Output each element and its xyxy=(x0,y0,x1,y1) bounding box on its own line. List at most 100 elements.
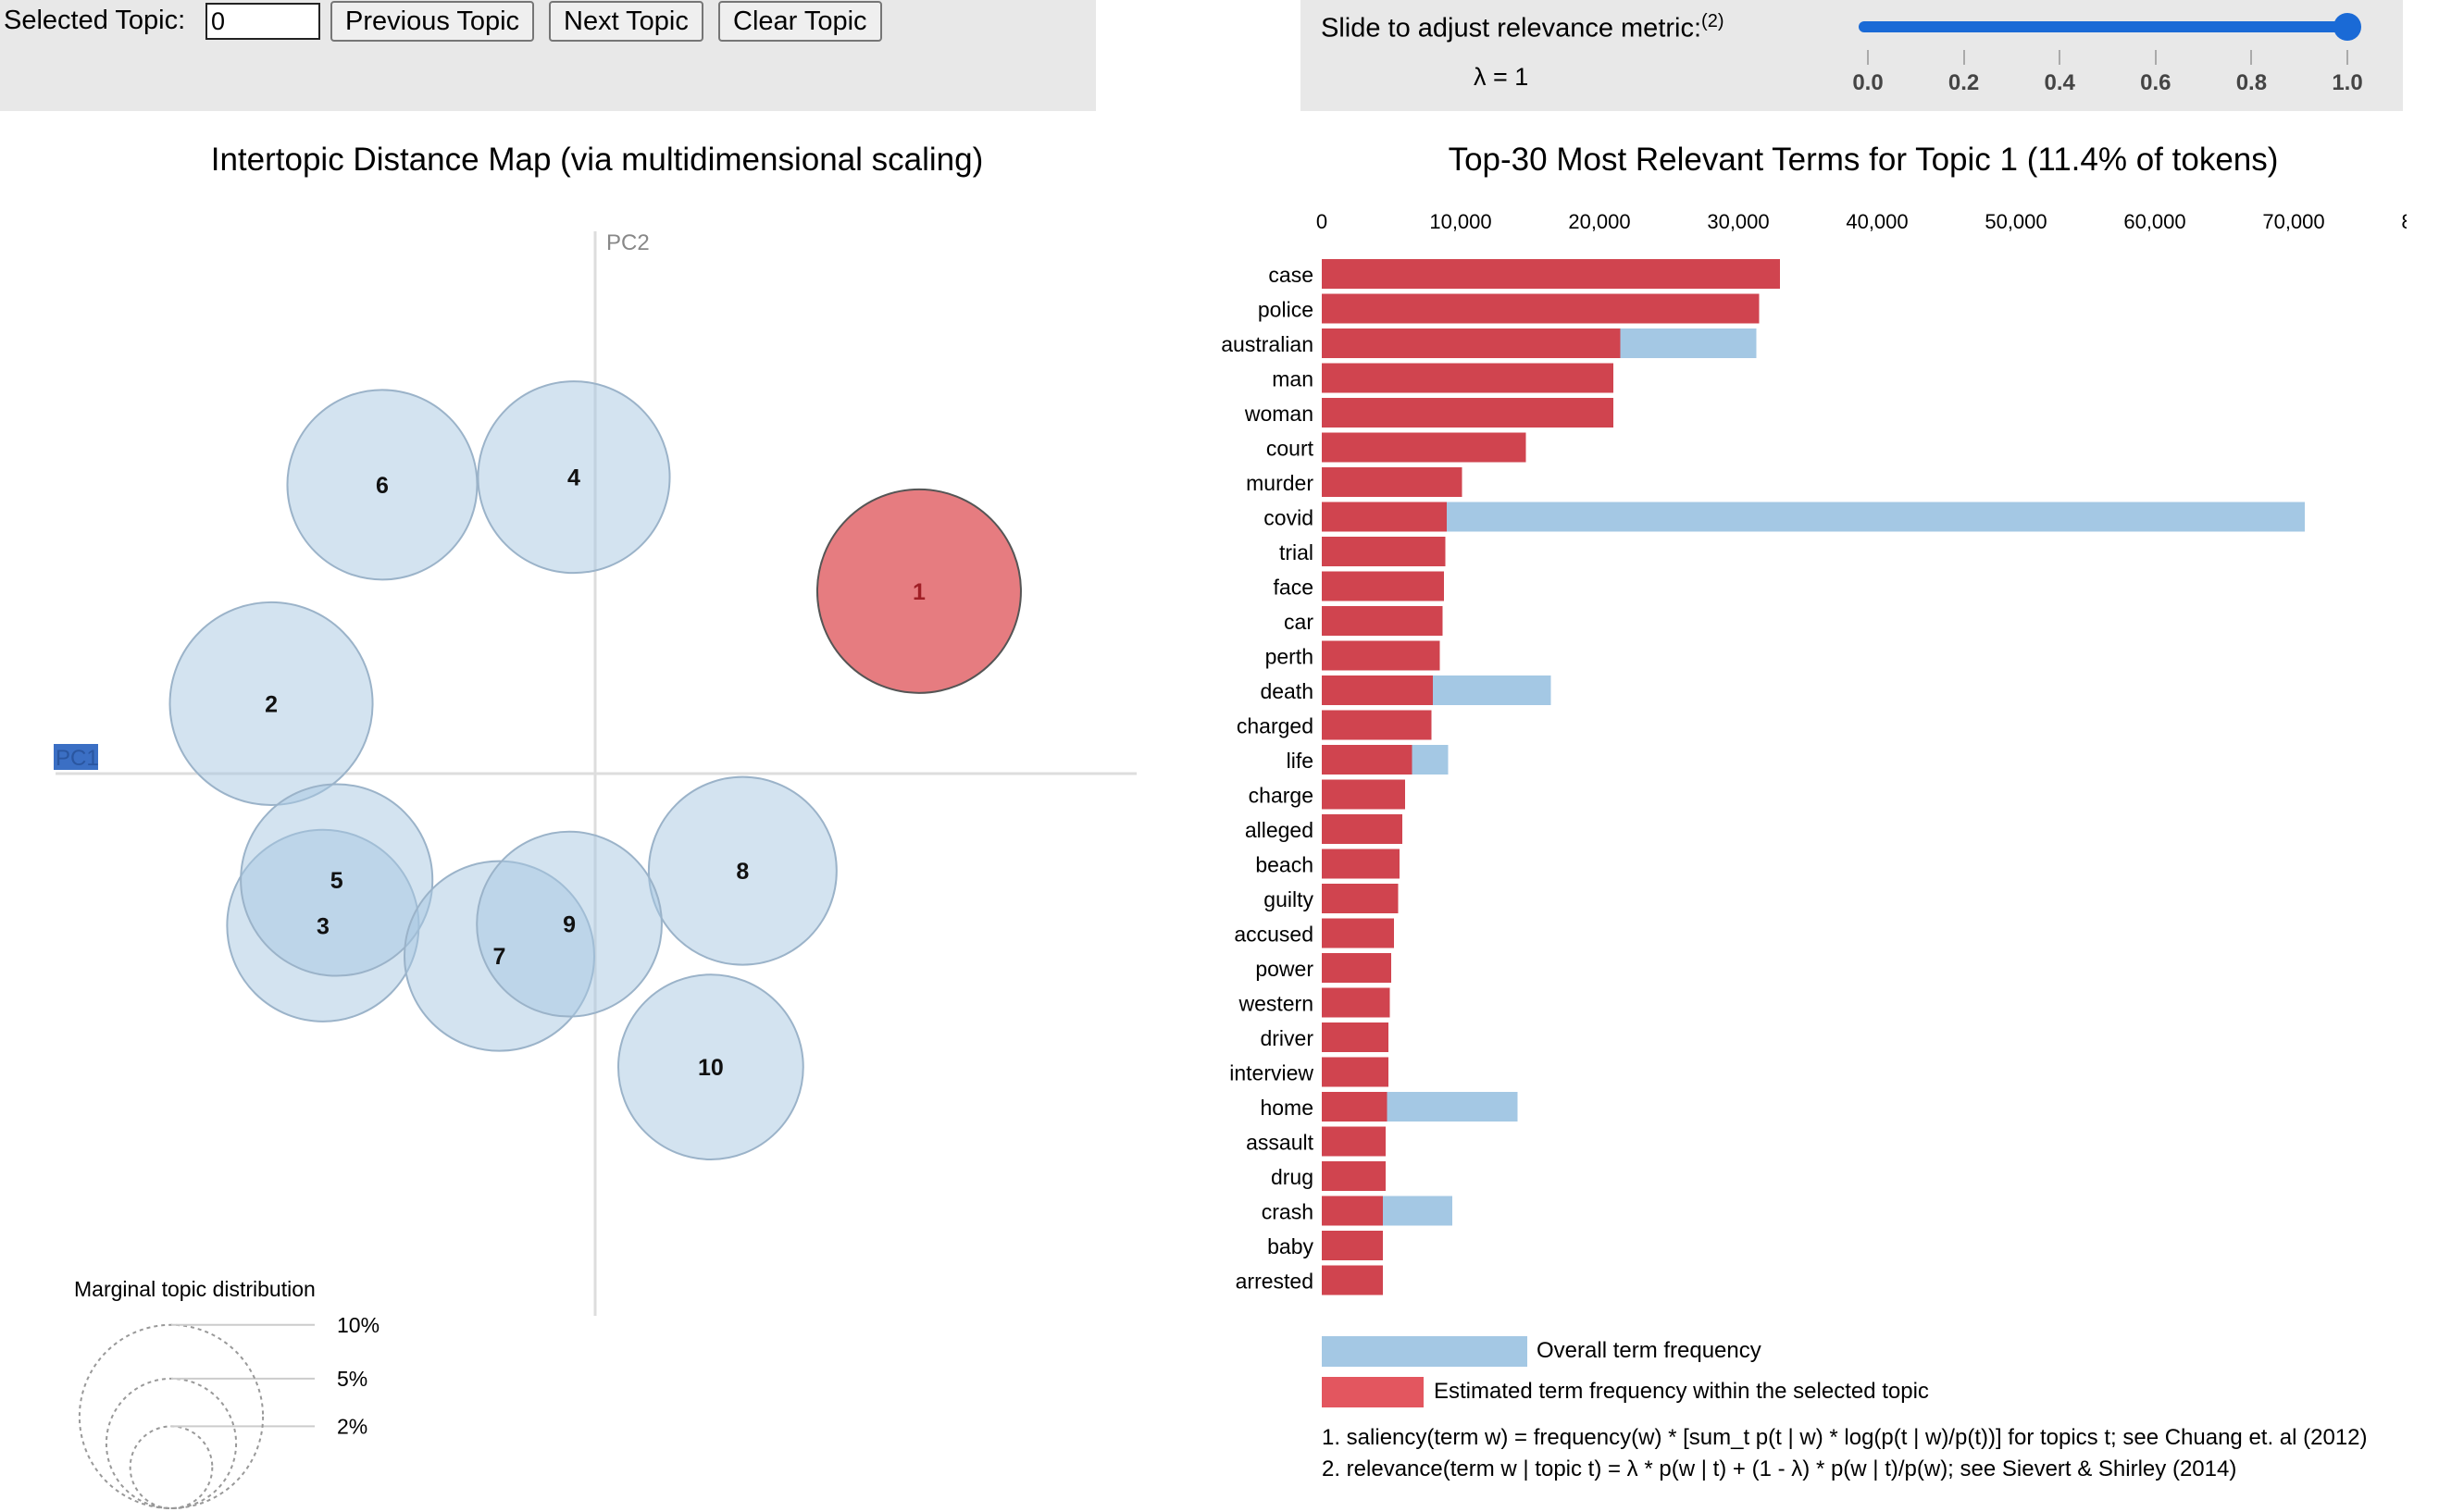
topic-circle-8[interactable] xyxy=(647,775,838,966)
bar-topic-trial[interactable] xyxy=(1322,537,1446,566)
topic-label-9[interactable]: 9 xyxy=(563,912,576,938)
bar-topic-power[interactable] xyxy=(1322,953,1391,983)
bar-topic-car[interactable] xyxy=(1322,606,1443,636)
bar-topic-face[interactable] xyxy=(1322,571,1444,601)
pc1-axis-label: PC1 xyxy=(56,746,99,771)
previous-topic-button[interactable]: Previous Topic xyxy=(330,1,535,42)
topic-label-3[interactable]: 3 xyxy=(317,913,330,939)
term-label[interactable]: drug xyxy=(1271,1165,1313,1189)
bar-topic-covid[interactable] xyxy=(1322,502,1447,532)
slider-tick xyxy=(2154,50,2157,65)
term-label[interactable]: face xyxy=(1274,576,1313,600)
term-label[interactable]: covid xyxy=(1263,506,1313,530)
term-label[interactable]: car xyxy=(1284,610,1313,634)
term-label[interactable]: man xyxy=(1272,367,1313,391)
bar-topic-charge[interactable] xyxy=(1322,779,1405,810)
selected-topic-input[interactable] xyxy=(205,3,320,40)
relevance-slider[interactable]: 0.0 0.2 0.4 0.6 0.8 1.0 xyxy=(1849,9,2366,111)
topic-label-8[interactable]: 8 xyxy=(736,859,749,885)
term-label[interactable]: trial xyxy=(1279,540,1313,564)
term-label[interactable]: woman xyxy=(1244,402,1313,426)
term-label[interactable]: australian xyxy=(1221,332,1313,356)
topic-label-6[interactable]: 6 xyxy=(376,473,389,499)
bar-topic-police[interactable] xyxy=(1322,293,1760,324)
bar-topic-murder[interactable] xyxy=(1322,467,1462,497)
bar-topic-guilty[interactable] xyxy=(1322,884,1399,913)
bar-topic-drug[interactable] xyxy=(1322,1161,1386,1191)
slider-thumb[interactable] xyxy=(2333,13,2361,41)
bar-topic-western[interactable] xyxy=(1322,987,1390,1018)
term-label[interactable]: assault xyxy=(1246,1131,1313,1155)
topic-circle-6[interactable] xyxy=(286,389,479,581)
topic-circle-5[interactable] xyxy=(240,783,434,977)
legend-topic-swatch xyxy=(1322,1377,1424,1407)
bar-topic-court[interactable] xyxy=(1322,432,1526,463)
term-label[interactable]: baby xyxy=(1267,1234,1313,1258)
marginal-legend-label: 2% xyxy=(337,1414,367,1438)
clear-topic-button[interactable]: Clear Topic xyxy=(718,1,882,42)
term-label[interactable]: case xyxy=(1268,263,1313,287)
term-label[interactable]: interview xyxy=(1229,1061,1313,1085)
term-label[interactable]: charge xyxy=(1249,784,1313,808)
term-label[interactable]: murder xyxy=(1246,471,1313,495)
term-label[interactable]: guilty xyxy=(1263,887,1313,911)
term-label[interactable]: charged xyxy=(1237,714,1313,738)
topic-control-panel: Selected Topic: Previous Topic Next Topi… xyxy=(0,0,1096,111)
footnote-saliency: 1. saliency(term w) = frequency(w) * [su… xyxy=(1322,1425,2368,1450)
bar-topic-alleged[interactable] xyxy=(1322,814,1402,844)
bar-topic-home[interactable] xyxy=(1322,1092,1387,1122)
topic-circle-2[interactable] xyxy=(168,601,374,806)
bar-topic-arrested[interactable] xyxy=(1322,1265,1383,1295)
term-label[interactable]: police xyxy=(1258,298,1313,322)
next-topic-button[interactable]: Next Topic xyxy=(549,1,703,42)
bar-topic-perth[interactable] xyxy=(1322,640,1440,671)
term-bar-chart: 0 10,000 20,000 30,000 40,000 50,000 60,000 70,… xyxy=(1221,210,2407,1295)
term-label[interactable]: court xyxy=(1266,437,1314,461)
term-label[interactable]: accused xyxy=(1234,923,1313,947)
bar-topic-woman[interactable] xyxy=(1322,398,1613,428)
term-label[interactable]: western xyxy=(1238,992,1313,1016)
bar-overall-covid[interactable] xyxy=(1322,502,2305,532)
marginal-legend-title: Marginal topic distribution xyxy=(74,1277,316,1301)
marginal-legend-circle xyxy=(105,1377,238,1509)
bar-topic-accused[interactable] xyxy=(1322,918,1394,948)
topic-label-5[interactable]: 5 xyxy=(330,868,343,894)
slider-track[interactable] xyxy=(1859,21,2347,32)
term-label[interactable]: beach xyxy=(1255,853,1313,877)
bar-topic-case[interactable] xyxy=(1322,259,1780,289)
bar-topic-crash[interactable] xyxy=(1322,1196,1383,1226)
bar-topic-man[interactable] xyxy=(1322,363,1613,393)
term-label[interactable]: power xyxy=(1255,957,1313,981)
bar-topic-assault[interactable] xyxy=(1322,1126,1386,1157)
term-label[interactable]: driver xyxy=(1260,1026,1313,1050)
topic-label-1[interactable]: 1 xyxy=(913,579,926,605)
term-label[interactable]: life xyxy=(1287,749,1313,773)
topic-label-7[interactable]: 7 xyxy=(493,944,506,970)
bar-topic-driver[interactable] xyxy=(1322,1022,1388,1052)
term-bar-chart-title: Top-30 Most Relevant Terms for Topic 1 (… xyxy=(1448,142,2279,178)
bar-topic-death[interactable] xyxy=(1322,675,1433,705)
legend-overall-label: Overall term frequency xyxy=(1537,1338,1761,1363)
bar-topic-australian[interactable] xyxy=(1322,328,1621,358)
topic-circle-1[interactable] xyxy=(815,488,1022,694)
term-label[interactable]: perth xyxy=(1265,645,1313,669)
bar-topic-baby[interactable] xyxy=(1322,1231,1383,1260)
topic-label-4[interactable]: 4 xyxy=(567,465,580,491)
topic-label-2[interactable]: 2 xyxy=(265,691,278,717)
slider-tick xyxy=(2059,50,2061,65)
term-label[interactable]: home xyxy=(1260,1096,1313,1120)
term-label[interactable]: arrested xyxy=(1236,1270,1313,1294)
bar-topic-life[interactable] xyxy=(1322,745,1412,775)
term-label[interactable]: crash xyxy=(1262,1200,1313,1224)
topic-circle-10[interactable] xyxy=(616,973,804,1160)
slider-tick-label: 0.8 xyxy=(2235,70,2268,95)
bar-topic-interview[interactable] xyxy=(1322,1057,1388,1087)
term-label[interactable]: alleged xyxy=(1245,818,1313,842)
topic-label-10[interactable]: 10 xyxy=(698,1055,724,1081)
term-label[interactable]: death xyxy=(1260,679,1313,703)
pc2-axis-label: PC2 xyxy=(606,230,650,255)
topic-circle-9[interactable] xyxy=(476,830,663,1018)
topic-circle-4[interactable] xyxy=(477,380,671,575)
bar-topic-beach[interactable] xyxy=(1322,849,1400,879)
bar-topic-charged[interactable] xyxy=(1322,710,1432,740)
